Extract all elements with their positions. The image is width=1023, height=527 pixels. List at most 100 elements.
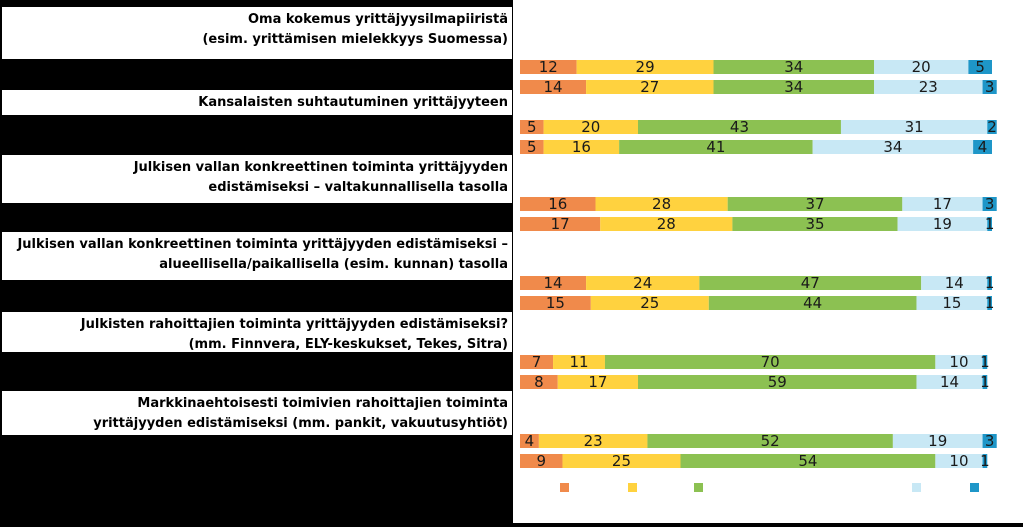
bar-segment [874, 80, 983, 94]
category-label-box: Markkinaehtoisesti toimivien rahoittajie… [2, 391, 512, 435]
bar-segment [638, 120, 841, 134]
bar-segment [557, 375, 638, 389]
bar-segment [713, 80, 874, 94]
category-label: Oma kokemus yrittäjyysilmapiiristä [247, 12, 508, 27]
data-label: 24 [633, 274, 652, 292]
bar-segment [520, 60, 577, 74]
category-label-box: Julkisen vallan konkreettinen toiminta y… [2, 155, 512, 203]
data-label: 16 [548, 195, 567, 213]
data-label: 41 [706, 138, 725, 156]
bar-segment [982, 80, 997, 94]
bar-segment [586, 276, 700, 290]
legend-swatch [628, 483, 637, 492]
bar-segment [987, 296, 992, 310]
chart-svg: 12 29 34 20 514 27 34 23 35 20 43 31 25 16 41 34 416 28 37… [520, 58, 997, 492]
data-label: 1 [980, 353, 990, 371]
data-label: 17 [588, 373, 607, 391]
category-label-box: Kansalaisten suhtautuminen yrittäjyyteen [2, 90, 512, 115]
bar-segment [520, 140, 544, 154]
bar-segment [874, 60, 969, 74]
data-label: 34 [784, 58, 803, 76]
bar-segment [604, 355, 936, 369]
category-label: alueellisella/paikallisella (esim. kunna… [159, 257, 508, 272]
legend-swatch [970, 483, 979, 492]
data-label: 4 [525, 432, 535, 450]
bar-segment [916, 375, 983, 389]
bar-segment [713, 60, 874, 74]
category-label: edistämiseksi – valtakunnallisella tasol… [208, 180, 508, 195]
data-label: 20 [912, 58, 931, 76]
bar-segment [520, 375, 558, 389]
data-label: 1 [985, 215, 995, 233]
bar-segment [812, 140, 974, 154]
data-label: 19 [933, 215, 952, 233]
bar-segment [973, 140, 992, 154]
data-label: 52 [761, 432, 780, 450]
bar-segment [916, 296, 988, 310]
category-label: (mm. Finnvera, ELY-keskukset, Tekes, Sit… [188, 337, 508, 352]
bar-segment [538, 434, 648, 448]
data-label: 29 [636, 58, 655, 76]
data-label: 15 [942, 294, 961, 312]
bar-segment [586, 80, 714, 94]
category-label: Kansalaisten suhtautuminen yrittäjyyteen [198, 95, 508, 110]
legend-swatch [912, 483, 921, 492]
category-label: (esim. yrittämisen mielekkyys Suomessa) [202, 32, 508, 47]
legend-swatch [560, 483, 569, 492]
data-label: 43 [730, 118, 749, 136]
bar-segment [595, 197, 728, 211]
category-label: Julkisen vallan konkreettinen toiminta y… [133, 160, 508, 175]
data-label: 11 [569, 353, 588, 371]
bar-segment [987, 120, 997, 134]
bar-segment [520, 434, 539, 448]
data-label: 17 [933, 195, 952, 213]
data-label: 15 [546, 294, 565, 312]
bar-segment [982, 454, 988, 468]
bar-segment [732, 217, 898, 231]
data-label: 5 [527, 138, 537, 156]
data-label: 10 [949, 353, 968, 371]
bar-segment [520, 296, 591, 310]
bar-segment [727, 197, 903, 211]
data-label: 5 [975, 58, 985, 76]
data-label: 20 [581, 118, 600, 136]
data-label: 12 [539, 58, 558, 76]
data-label: 2 [987, 118, 997, 136]
data-label: 1 [985, 294, 995, 312]
data-label: 8 [534, 373, 544, 391]
bar-segment [935, 454, 983, 468]
data-label: 19 [928, 432, 947, 450]
data-label: 14 [940, 373, 959, 391]
category-label-box: Julkisen vallan konkreettinen toiminta y… [2, 232, 512, 280]
bar-segment [520, 80, 587, 94]
data-label: 23 [584, 432, 603, 450]
bar-segment [600, 217, 733, 231]
data-label: 23 [919, 78, 938, 96]
bar-segment [543, 120, 638, 134]
bar-segment [840, 120, 988, 134]
plot-area: 12 29 34 20 5 14 27 34 23 3 5 20 43 31 2 5 16 41 34 4 16 28 37… [513, 0, 1023, 523]
bar-segment [680, 454, 936, 468]
bar-segment [576, 60, 714, 74]
data-label: 35 [805, 215, 824, 233]
bar-segment [921, 276, 988, 290]
bar-segment [708, 296, 917, 310]
data-label: 1 [980, 373, 990, 391]
bar-segment [902, 197, 983, 211]
data-label: 25 [640, 294, 659, 312]
bar-segment [520, 120, 544, 134]
data-label: 37 [805, 195, 824, 213]
bar-segment [982, 355, 988, 369]
bar-segment [520, 217, 601, 231]
data-label: 34 [883, 138, 902, 156]
bar-segment [982, 434, 997, 448]
bar-segment [987, 276, 992, 290]
data-label: 3 [985, 432, 995, 450]
bar-segment [520, 355, 554, 369]
data-label: 16 [572, 138, 591, 156]
bar-segment [638, 375, 917, 389]
data-label: 14 [543, 274, 562, 292]
data-label: 25 [612, 452, 631, 470]
data-label: 14 [945, 274, 964, 292]
